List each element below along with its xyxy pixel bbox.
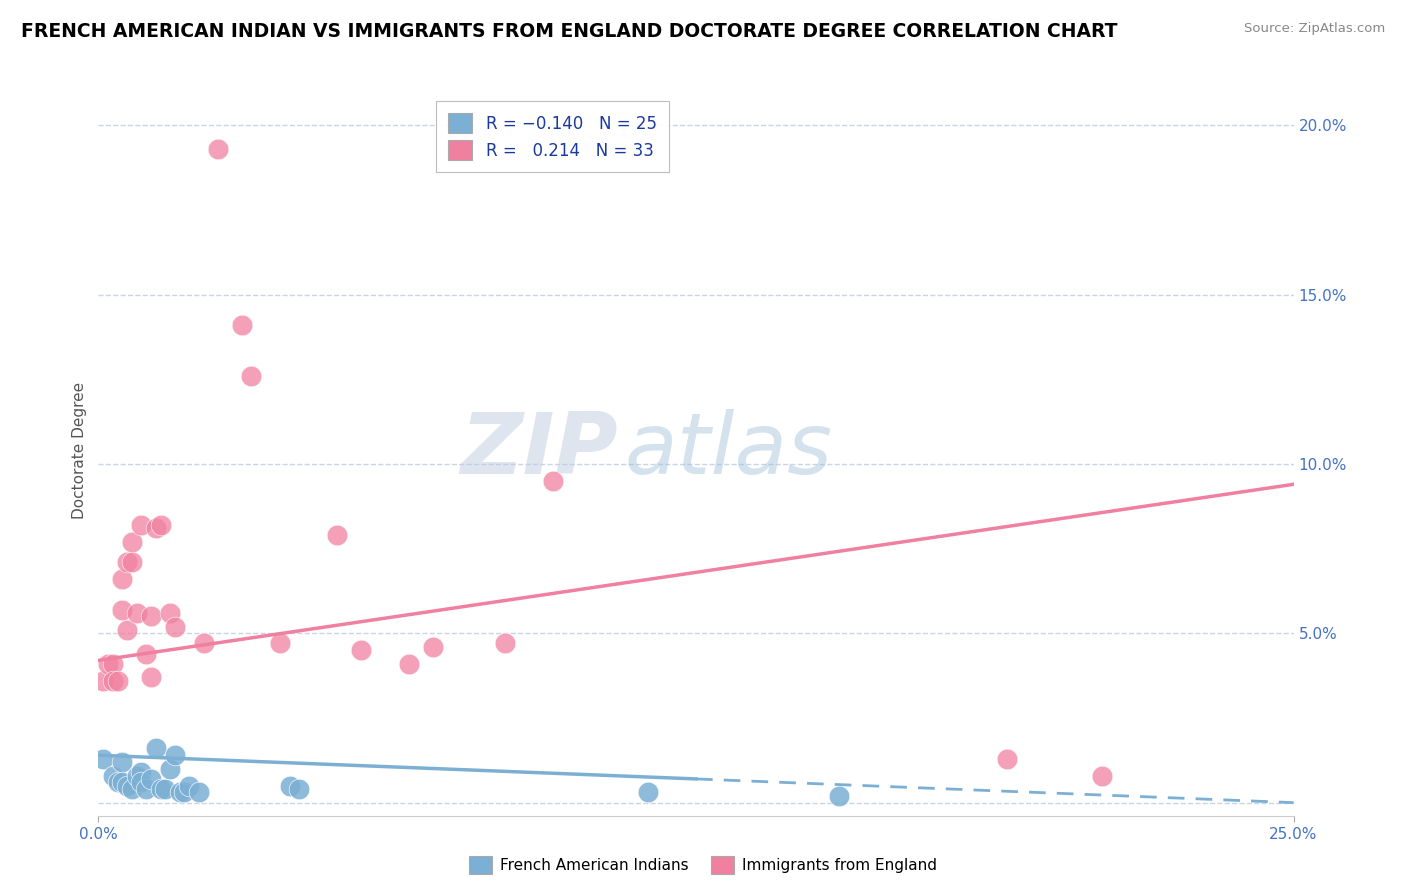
Point bbox=[101, 768, 124, 782]
Point bbox=[179, 779, 201, 793]
Point bbox=[149, 518, 172, 533]
Point bbox=[101, 673, 124, 688]
Point bbox=[163, 619, 186, 633]
Point bbox=[115, 555, 138, 569]
Point bbox=[107, 775, 129, 789]
Point bbox=[91, 751, 114, 765]
Point bbox=[145, 741, 167, 756]
Point bbox=[145, 521, 167, 535]
Point bbox=[121, 534, 143, 549]
Point bbox=[91, 673, 114, 688]
Point bbox=[995, 751, 1018, 765]
Point bbox=[115, 623, 138, 637]
Point bbox=[207, 142, 229, 156]
Point bbox=[269, 636, 291, 650]
Point bbox=[828, 789, 851, 803]
Point bbox=[139, 609, 162, 624]
Point bbox=[494, 636, 516, 650]
Point bbox=[125, 606, 148, 620]
Point bbox=[326, 528, 349, 542]
Y-axis label: Doctorate Degree: Doctorate Degree bbox=[72, 382, 87, 519]
Text: atlas: atlas bbox=[624, 409, 832, 492]
Point bbox=[107, 673, 129, 688]
Text: FRENCH AMERICAN INDIAN VS IMMIGRANTS FROM ENGLAND DOCTORATE DEGREE CORRELATION C: FRENCH AMERICAN INDIAN VS IMMIGRANTS FRO… bbox=[21, 22, 1118, 41]
Point bbox=[169, 785, 191, 799]
Point bbox=[149, 782, 172, 797]
Point bbox=[398, 657, 420, 671]
Legend: French American Indians, Immigrants from England: French American Indians, Immigrants from… bbox=[463, 850, 943, 880]
Point bbox=[135, 782, 157, 797]
Point bbox=[115, 779, 138, 793]
Point bbox=[97, 657, 120, 671]
Point bbox=[131, 775, 153, 789]
Point bbox=[131, 518, 153, 533]
Point bbox=[637, 785, 659, 799]
Point bbox=[231, 318, 253, 333]
Text: Source: ZipAtlas.com: Source: ZipAtlas.com bbox=[1244, 22, 1385, 36]
Point bbox=[111, 775, 134, 789]
Point bbox=[111, 602, 134, 616]
Point bbox=[155, 782, 177, 797]
Point bbox=[193, 636, 215, 650]
Point bbox=[278, 779, 301, 793]
Point bbox=[139, 670, 162, 684]
Point bbox=[159, 762, 181, 776]
Point bbox=[422, 640, 444, 654]
Point bbox=[541, 474, 564, 488]
Point bbox=[187, 785, 209, 799]
Point bbox=[111, 572, 134, 586]
Point bbox=[288, 782, 311, 797]
Point bbox=[135, 647, 157, 661]
Point bbox=[163, 748, 186, 763]
Point bbox=[125, 768, 148, 782]
Point bbox=[240, 368, 263, 383]
Point bbox=[173, 785, 195, 799]
Point bbox=[121, 782, 143, 797]
Text: ZIP: ZIP bbox=[461, 409, 619, 492]
Point bbox=[131, 765, 153, 780]
Point bbox=[159, 606, 181, 620]
Point bbox=[1091, 768, 1114, 782]
Point bbox=[350, 643, 373, 657]
Point bbox=[101, 657, 124, 671]
Legend: R = −0.140   N = 25, R =   0.214   N = 33: R = −0.140 N = 25, R = 0.214 N = 33 bbox=[436, 101, 669, 172]
Point bbox=[111, 755, 134, 769]
Point bbox=[139, 772, 162, 786]
Point bbox=[121, 555, 143, 569]
